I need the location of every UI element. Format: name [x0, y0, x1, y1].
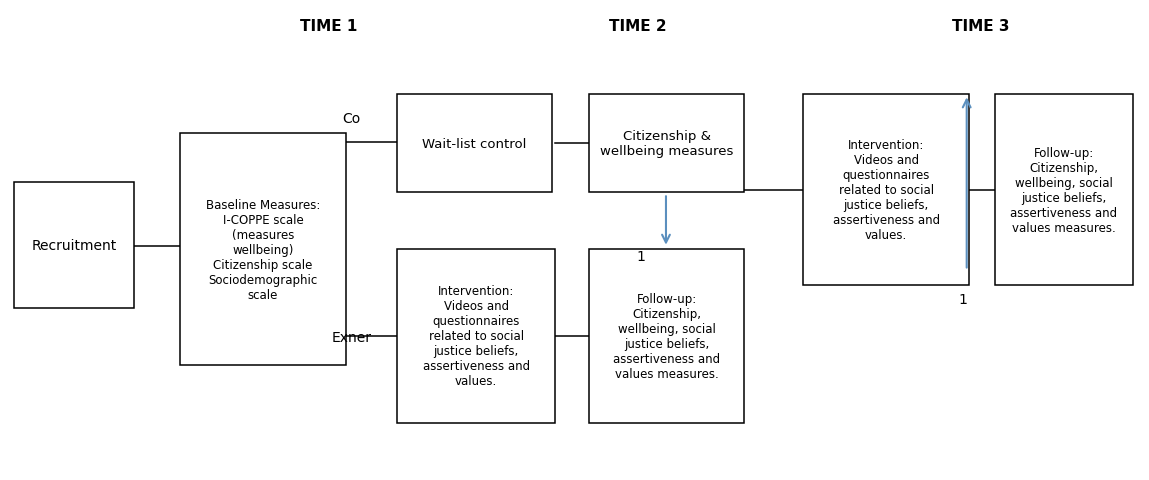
- FancyBboxPatch shape: [398, 250, 555, 423]
- FancyBboxPatch shape: [589, 250, 743, 423]
- Text: TIME 1: TIME 1: [300, 19, 357, 34]
- FancyBboxPatch shape: [803, 96, 969, 285]
- FancyBboxPatch shape: [995, 96, 1133, 285]
- Text: Citizenship &
wellbeing measures: Citizenship & wellbeing measures: [600, 130, 733, 158]
- Text: Follow-up:
Citizenship,
wellbeing, social
justice beliefs,
assertiveness and
val: Follow-up: Citizenship, wellbeing, socia…: [612, 292, 720, 380]
- Text: Intervention:
Videos and
questionnaires
related to social
justice beliefs,
asser: Intervention: Videos and questionnaires …: [423, 285, 530, 387]
- FancyBboxPatch shape: [14, 183, 134, 309]
- Text: Intervention:
Videos and
questionnaires
related to social
justice beliefs,
asser: Intervention: Videos and questionnaires …: [833, 139, 940, 241]
- Text: 1: 1: [958, 292, 967, 306]
- Text: Exner: Exner: [332, 330, 371, 344]
- Text: TIME 3: TIME 3: [951, 19, 1009, 34]
- FancyBboxPatch shape: [589, 96, 743, 192]
- FancyBboxPatch shape: [398, 96, 552, 192]
- Text: Baseline Measures:
I-COPPE scale
(measures
wellbeing)
Citizenship scale
Sociodem: Baseline Measures: I-COPPE scale (measur…: [206, 198, 321, 301]
- Text: Recruitment: Recruitment: [32, 239, 117, 253]
- Text: Co: Co: [342, 112, 361, 126]
- Text: 1: 1: [637, 250, 646, 264]
- Text: Wait-list control: Wait-list control: [423, 137, 526, 150]
- Text: TIME 2: TIME 2: [609, 19, 666, 34]
- FancyBboxPatch shape: [180, 133, 346, 366]
- Text: Follow-up:
Citizenship,
wellbeing, social
justice beliefs,
assertiveness and
val: Follow-up: Citizenship, wellbeing, socia…: [1010, 146, 1118, 234]
